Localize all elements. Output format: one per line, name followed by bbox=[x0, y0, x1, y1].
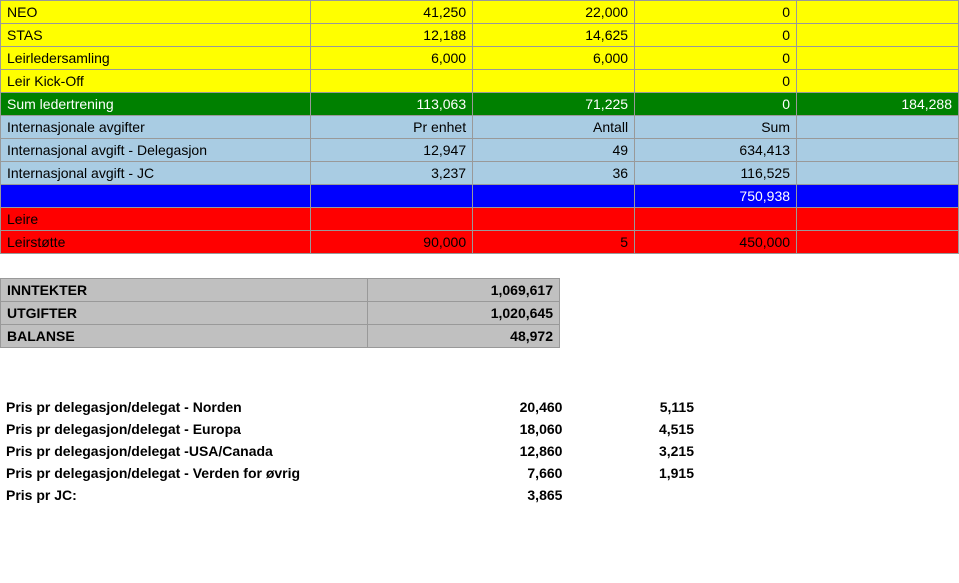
cell-c1: 3,237 bbox=[311, 162, 473, 185]
price-label: Pris pr delegasjon/delegat -USA/Canada bbox=[0, 440, 437, 462]
cell-c2: 22,000 bbox=[473, 1, 635, 24]
cell-c1: 6,000 bbox=[311, 47, 473, 70]
cell-c2: 6,000 bbox=[473, 47, 635, 70]
cell-c4 bbox=[797, 116, 959, 139]
cell-c2: 49 bbox=[473, 139, 635, 162]
table-row: STAS12,18814,6250 bbox=[1, 24, 959, 47]
cell-c3: 450,000 bbox=[635, 231, 797, 254]
cell-c1: Pr enhet bbox=[311, 116, 473, 139]
price-row: Pris pr JC:3,865 bbox=[0, 484, 700, 506]
price-row: Pris pr delegasjon/delegat - Verden for … bbox=[0, 462, 700, 484]
price-label: Pris pr delegasjon/delegat - Norden bbox=[0, 396, 437, 418]
cell-label: Leirstøtte bbox=[1, 231, 311, 254]
cell-c1: 113,063 bbox=[311, 93, 473, 116]
cell-label: Internasjonale avgifter bbox=[1, 116, 311, 139]
cell-c3: 0 bbox=[635, 1, 797, 24]
price-label: Pris pr delegasjon/delegat - Verden for … bbox=[0, 462, 437, 484]
price-c1: 7,660 bbox=[437, 462, 569, 484]
cell-c4 bbox=[797, 24, 959, 47]
price-row: Pris pr delegasjon/delegat -USA/Canada12… bbox=[0, 440, 700, 462]
cell-c3: 0 bbox=[635, 93, 797, 116]
price-c1: 12,860 bbox=[437, 440, 569, 462]
price-c2: 4,515 bbox=[568, 418, 700, 440]
cell-label: NEO bbox=[1, 1, 311, 24]
cell-label: Leir Kick-Off bbox=[1, 70, 311, 93]
price-label: Pris pr JC: bbox=[0, 484, 437, 506]
budget-table: NEO41,25022,0000STAS12,18814,6250Leirled… bbox=[0, 0, 959, 254]
cell-c3: 0 bbox=[635, 24, 797, 47]
cell-c2: Antall bbox=[473, 116, 635, 139]
price-c1: 3,865 bbox=[437, 484, 569, 506]
cell-c2 bbox=[473, 185, 635, 208]
cell-label bbox=[1, 185, 311, 208]
cell-c2: 71,225 bbox=[473, 93, 635, 116]
cell-label: Leirledersamling bbox=[1, 47, 311, 70]
table-row: Leire bbox=[1, 208, 959, 231]
cell-c2: 14,625 bbox=[473, 24, 635, 47]
cell-c4: 184,288 bbox=[797, 93, 959, 116]
cell-c1: 41,250 bbox=[311, 1, 473, 24]
price-table: Pris pr delegasjon/delegat - Norden20,46… bbox=[0, 396, 700, 506]
table-row: Leir Kick-Off 0 bbox=[1, 70, 959, 93]
price-label: Pris pr delegasjon/delegat - Europa bbox=[0, 418, 437, 440]
price-c2: 5,115 bbox=[568, 396, 700, 418]
price-c2 bbox=[568, 484, 700, 506]
cell-c3: 634,413 bbox=[635, 139, 797, 162]
cell-c3: 116,525 bbox=[635, 162, 797, 185]
cell-c4 bbox=[797, 47, 959, 70]
table-row: Leirstøtte90,0005450,000 bbox=[1, 231, 959, 254]
cell-label: Sum ledertrening bbox=[1, 93, 311, 116]
cell-c3: 750,938 bbox=[635, 185, 797, 208]
summary-label: INNTEKTER bbox=[1, 279, 368, 302]
summary-value: 1,069,617 bbox=[368, 279, 560, 302]
cell-c2 bbox=[473, 208, 635, 231]
table-row: Leirledersamling6,0006,0000 bbox=[1, 47, 959, 70]
cell-label: STAS bbox=[1, 24, 311, 47]
table-row: Internasjonale avgifterPr enhetAntallSum bbox=[1, 116, 959, 139]
table-row: NEO41,25022,0000 bbox=[1, 1, 959, 24]
cell-c3: 0 bbox=[635, 70, 797, 93]
cell-label: Internasjonal avgift - JC bbox=[1, 162, 311, 185]
price-c1: 18,060 bbox=[437, 418, 569, 440]
summary-value: 1,020,645 bbox=[368, 302, 560, 325]
cell-c1 bbox=[311, 185, 473, 208]
table-row: 750,938 bbox=[1, 185, 959, 208]
cell-c1: 12,188 bbox=[311, 24, 473, 47]
summary-table: INNTEKTER1,069,617UTGIFTER1,020,645BALAN… bbox=[0, 278, 560, 348]
cell-c2 bbox=[473, 70, 635, 93]
cell-c4 bbox=[797, 1, 959, 24]
table-row: Internasjonal avgift - Delegasjon12,9474… bbox=[1, 139, 959, 162]
cell-c2: 36 bbox=[473, 162, 635, 185]
cell-c1: 90,000 bbox=[311, 231, 473, 254]
cell-c3 bbox=[635, 208, 797, 231]
price-c2: 1,915 bbox=[568, 462, 700, 484]
summary-value: 48,972 bbox=[368, 325, 560, 348]
price-c1: 20,460 bbox=[437, 396, 569, 418]
cell-c3: Sum bbox=[635, 116, 797, 139]
price-row: Pris pr delegasjon/delegat - Norden20,46… bbox=[0, 396, 700, 418]
cell-c4 bbox=[797, 162, 959, 185]
cell-label: Leire bbox=[1, 208, 311, 231]
summary-row: INNTEKTER1,069,617 bbox=[1, 279, 560, 302]
cell-c1 bbox=[311, 208, 473, 231]
cell-c4 bbox=[797, 185, 959, 208]
summary-row: BALANSE48,972 bbox=[1, 325, 560, 348]
cell-c4 bbox=[797, 70, 959, 93]
price-row: Pris pr delegasjon/delegat - Europa18,06… bbox=[0, 418, 700, 440]
cell-c2: 5 bbox=[473, 231, 635, 254]
cell-c1 bbox=[311, 70, 473, 93]
table-row: Internasjonal avgift - JC3,23736116,525 bbox=[1, 162, 959, 185]
cell-c1: 12,947 bbox=[311, 139, 473, 162]
cell-c4 bbox=[797, 208, 959, 231]
cell-c4 bbox=[797, 139, 959, 162]
summary-row: UTGIFTER1,020,645 bbox=[1, 302, 560, 325]
cell-c3: 0 bbox=[635, 47, 797, 70]
table-row: Sum ledertrening113,06371,2250184,288 bbox=[1, 93, 959, 116]
price-c2: 3,215 bbox=[568, 440, 700, 462]
summary-label: BALANSE bbox=[1, 325, 368, 348]
cell-c4 bbox=[797, 231, 959, 254]
summary-label: UTGIFTER bbox=[1, 302, 368, 325]
cell-label: Internasjonal avgift - Delegasjon bbox=[1, 139, 311, 162]
